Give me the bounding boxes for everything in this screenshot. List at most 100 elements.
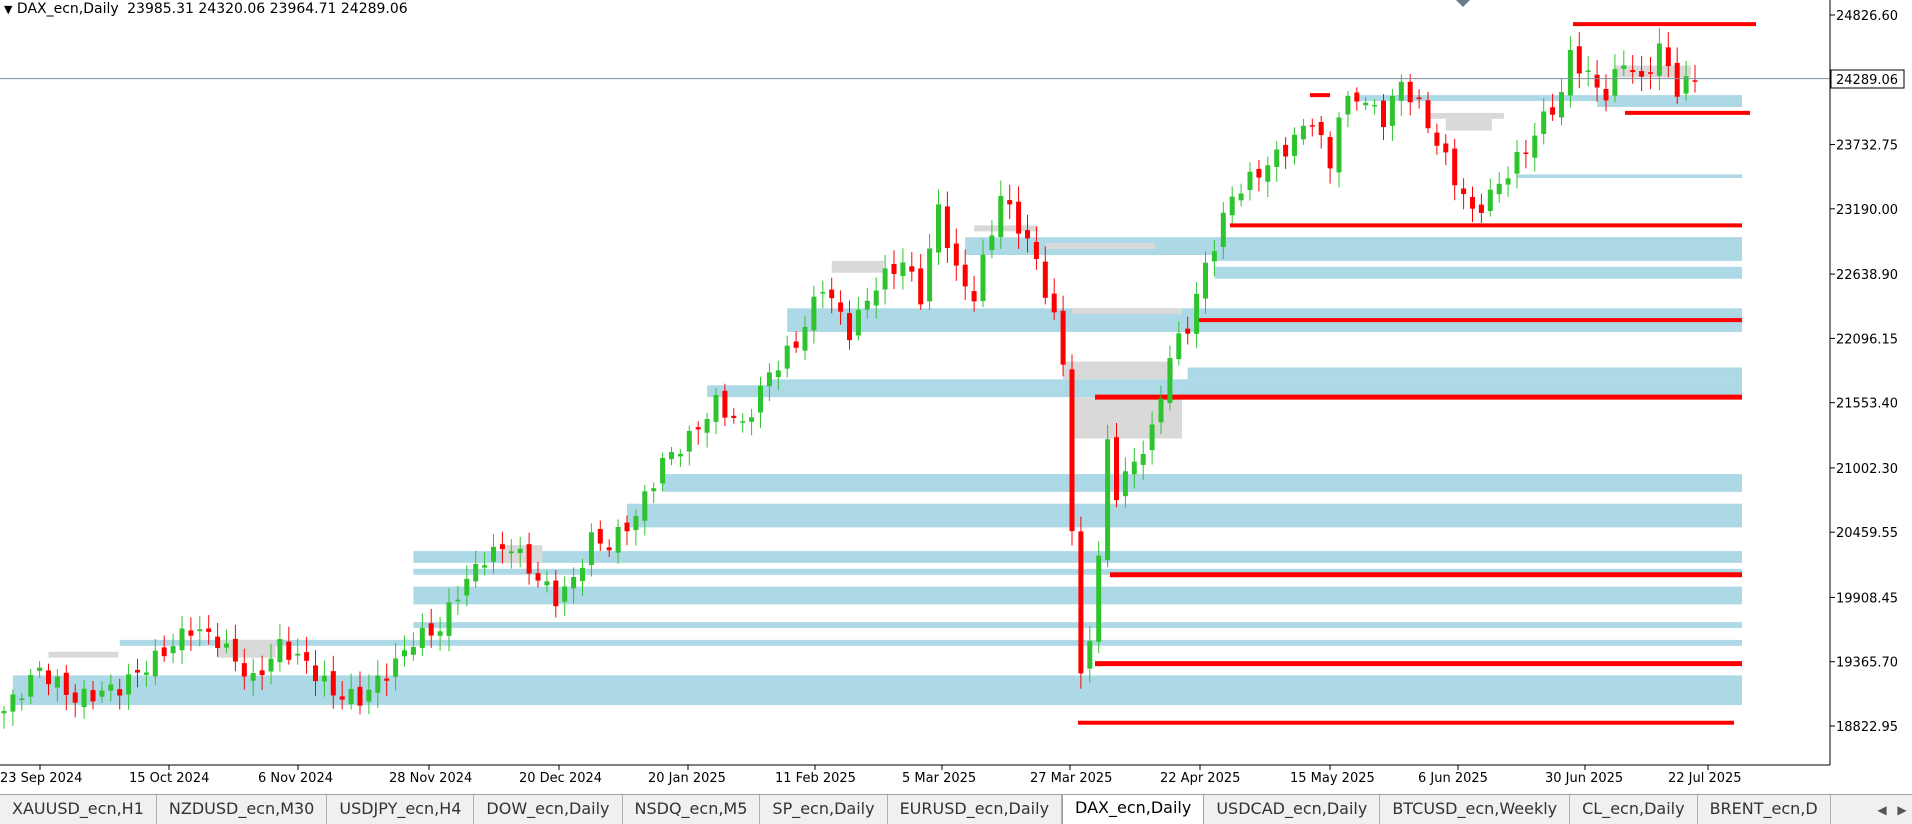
candle-body <box>1300 125 1306 140</box>
candle-body <box>19 698 25 700</box>
x-tick-label: 28 Nov 2024 <box>389 771 472 786</box>
candle-body <box>1158 398 1164 423</box>
candle-body <box>766 372 772 387</box>
candle-body <box>1674 62 1680 97</box>
candle-body <box>944 206 950 249</box>
candle-body <box>1309 125 1315 127</box>
candle-body <box>891 264 897 274</box>
candle-body <box>1211 251 1217 262</box>
neutral-zone <box>974 225 1039 232</box>
candle-body <box>695 427 701 430</box>
zones-layer <box>12 65 1743 706</box>
chart-tab-nzdusd-ecn-m30[interactable]: NZDUSD_ecn,M30 <box>157 795 328 824</box>
candle-body <box>508 551 514 554</box>
candle-body <box>758 385 763 413</box>
x-tick-label: 27 Mar 2025 <box>1030 771 1112 786</box>
candle-body <box>1016 201 1022 234</box>
tab-scroll-buttons: ◀ ▶ <box>1872 794 1912 824</box>
candle-body <box>677 453 683 457</box>
candle-body <box>339 696 345 700</box>
candle-body <box>793 341 799 348</box>
candle-body <box>909 266 915 272</box>
scroll-marker-icon[interactable] <box>1456 0 1470 7</box>
candle-body <box>1327 136 1333 169</box>
candle-body <box>1523 152 1529 155</box>
x-tick-label: 5 Mar 2025 <box>902 771 976 786</box>
candle-body <box>838 302 844 312</box>
candle-body <box>375 675 381 693</box>
candle-body <box>1487 189 1493 212</box>
candle-body <box>348 688 354 705</box>
candle-body <box>1167 358 1173 403</box>
scroll-right-icon[interactable]: ▶ <box>1897 802 1907 817</box>
candle-body <box>1229 196 1235 216</box>
y-tick-label: 22638.90 <box>1836 268 1898 283</box>
candle-body <box>731 415 737 418</box>
candle-body <box>553 580 559 607</box>
candle-body <box>1140 453 1146 465</box>
candle-body <box>633 516 639 531</box>
chart-tab-usdjpy-ecn-h4[interactable]: USDJPY_ecn,H4 <box>327 795 475 824</box>
candle-body <box>1069 369 1075 532</box>
candle-body <box>437 631 443 636</box>
candle-body <box>1060 310 1066 365</box>
candle-body <box>464 578 470 596</box>
candle-body <box>927 248 933 302</box>
candle-body <box>651 488 657 492</box>
demand-zone <box>1187 367 1742 380</box>
demand-zone <box>627 503 1742 528</box>
candle-body <box>713 394 719 422</box>
candle-body <box>1363 102 1369 106</box>
candle-body <box>1025 230 1030 239</box>
chart-tab-sp-ecn-daily[interactable]: SP_ecn,Daily <box>760 795 888 824</box>
candle-body <box>1114 437 1119 501</box>
candle-body <box>562 586 568 602</box>
candle-body <box>357 686 363 706</box>
chart-tab-btcusd-ecn-weekly[interactable]: BTCUSD_ecn,Weekly <box>1380 795 1571 824</box>
chart-tab-eurusd-ecn-daily[interactable]: EURUSD_ecn,Daily <box>888 795 1063 824</box>
chart-tab-dow-ecn-daily[interactable]: DOW_ecn,Daily <box>474 795 623 824</box>
ohlc-values: 23985.31 24320.06 23964.71 24289.06 <box>127 1 408 17</box>
candle-body <box>1105 439 1111 561</box>
candle-body <box>90 690 96 702</box>
menu-arrow-icon[interactable]: ▼ <box>4 3 13 16</box>
candle-body <box>1372 104 1378 107</box>
neutral-zone <box>1072 397 1182 439</box>
scroll-left-icon[interactable]: ◀ <box>1877 802 1887 817</box>
candle-body <box>1496 183 1502 195</box>
candle-body <box>54 676 60 688</box>
chart-tab-xauusd-ecn-h1[interactable]: XAUUSD_ecn,H1 <box>0 795 157 824</box>
candle-body <box>259 670 265 676</box>
candle-body <box>1665 47 1671 67</box>
candle-body <box>206 628 212 632</box>
candle-body <box>918 268 924 305</box>
chart-tab-brent-ecn-d[interactable]: BRENT_ecn,D <box>1698 795 1831 824</box>
x-tick-label: 20 Dec 2024 <box>519 771 602 786</box>
neutral-zone <box>831 260 884 273</box>
candle-body <box>491 546 496 562</box>
chart-tab-cl-ecn-daily[interactable]: CL_ecn,Daily <box>1570 795 1698 824</box>
candle-body <box>820 292 826 294</box>
candle-body <box>63 672 69 695</box>
candle-body <box>1407 81 1413 103</box>
candle-body <box>802 326 808 351</box>
candle-body <box>1639 71 1645 77</box>
candle-body <box>544 581 550 586</box>
candle-body <box>1033 242 1039 259</box>
candle-body <box>1185 328 1191 334</box>
candle-body <box>1381 100 1386 128</box>
chart-tab-nsdq-ecn-m5[interactable]: NSDQ_ecn,M5 <box>623 795 761 824</box>
candle-body <box>268 658 274 672</box>
x-tick-label: 6 Jun 2025 <box>1418 771 1488 786</box>
demand-zone <box>12 675 1742 706</box>
candle-body <box>499 544 505 550</box>
candle-body <box>482 565 488 568</box>
candle-body <box>1621 65 1627 69</box>
candle-body <box>882 268 888 290</box>
x-tick-label: 15 May 2025 <box>1290 771 1375 786</box>
chart-tab-dax-ecn-daily[interactable]: DAX_ecn,Daily <box>1062 795 1205 824</box>
candle-body <box>740 421 746 423</box>
candle-body <box>900 262 906 277</box>
chart-tab-usdcad-ecn-daily[interactable]: USDCAD_ecn,Daily <box>1204 795 1381 824</box>
